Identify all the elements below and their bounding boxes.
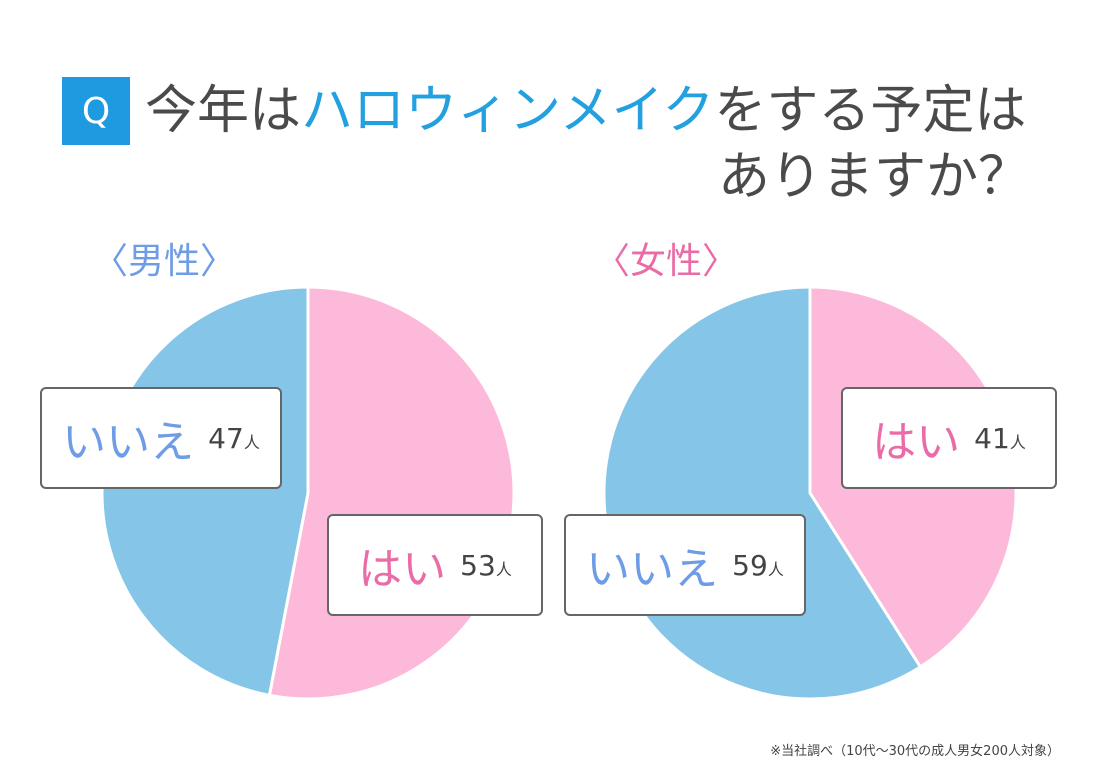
female-no-label: いいえ bbox=[586, 544, 719, 595]
male-no-callout: いいえ 47人 bbox=[40, 387, 282, 489]
female-chart-title: 〈女性〉 bbox=[594, 241, 739, 282]
male-yes-value: 53人 bbox=[460, 548, 512, 582]
q-label: Q bbox=[81, 90, 111, 132]
question-title-line2: ありますか？ bbox=[717, 147, 1030, 207]
title-highlight: ハロウィンメイク bbox=[301, 81, 715, 141]
male-yes-callout: はい 53人 bbox=[327, 514, 543, 616]
female-no-value: 59人 bbox=[732, 548, 784, 582]
title-post: をする予定は bbox=[714, 81, 1027, 141]
female-yes-value: 41人 bbox=[974, 421, 1026, 455]
male-yes-label: はい bbox=[358, 544, 447, 595]
male-no-slice bbox=[100, 285, 310, 698]
question-title: 今年はハロウィンメイクをする予定は bbox=[145, 76, 1026, 146]
q-badge: Q bbox=[62, 77, 130, 145]
footnote: ※当社調べ（10代〜30代の成人男女200人対象） bbox=[770, 744, 1060, 759]
male-chart-title: 〈男性〉 bbox=[92, 241, 237, 282]
male-no-label: いいえ bbox=[62, 417, 195, 468]
female-yes-label: はい bbox=[872, 417, 961, 468]
title-pre: 今年は bbox=[145, 81, 302, 141]
female-yes-callout: はい 41人 bbox=[841, 387, 1057, 489]
female-no-callout: いいえ 59人 bbox=[564, 514, 806, 616]
male-no-value: 47人 bbox=[208, 421, 260, 455]
